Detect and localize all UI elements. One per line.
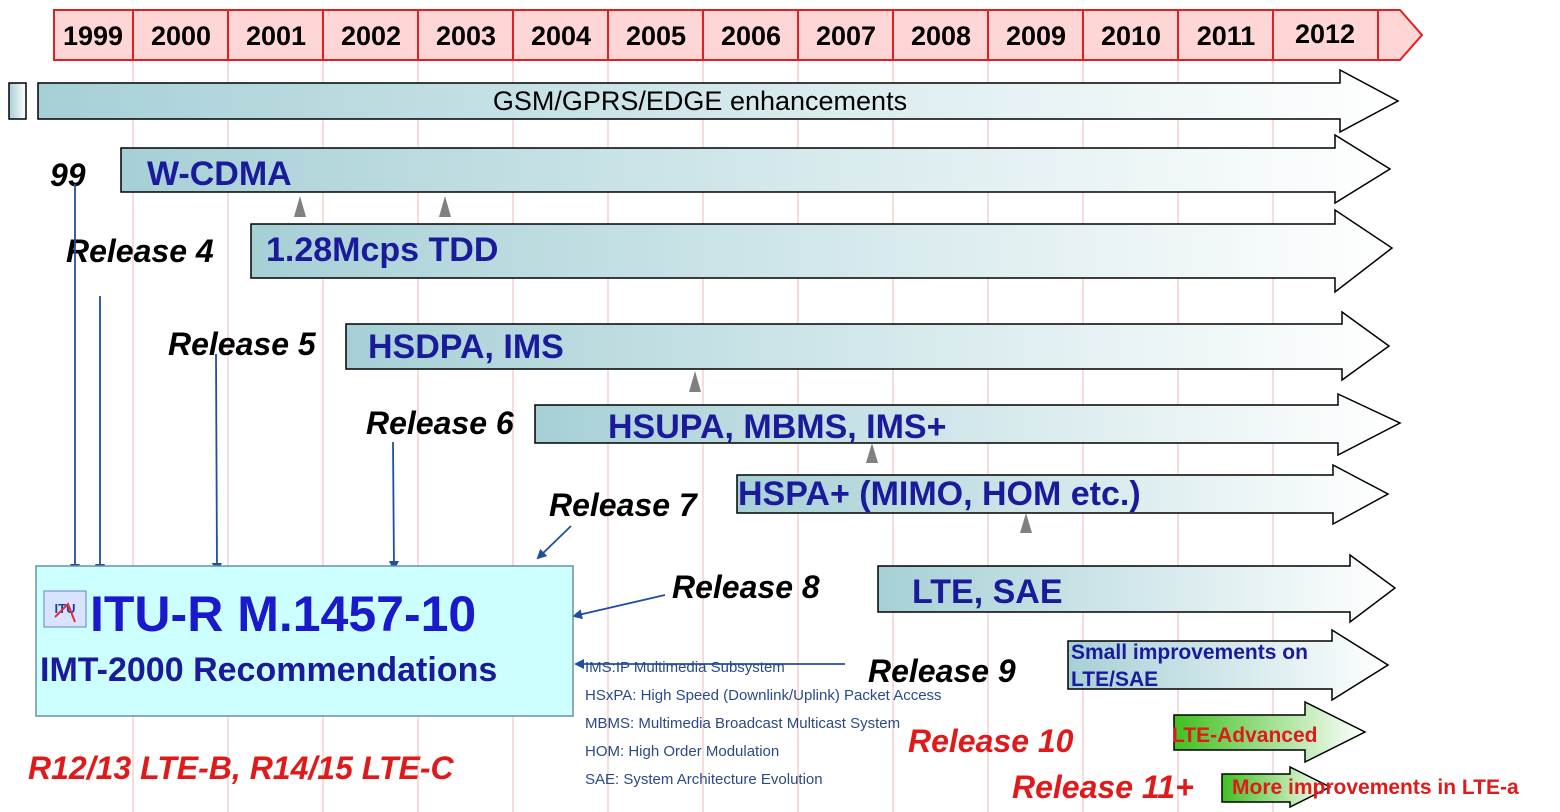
feature-markers: [294, 196, 1032, 533]
bar-hspa-label: HSPA+ (MIMO, HOM etc.): [738, 475, 1141, 513]
itu-subtitle: IMT-2000 Recommendations: [40, 651, 497, 689]
itu-title: ITU-R M.1457-10: [90, 586, 476, 642]
year-label-2002: 2002: [341, 21, 401, 51]
year-label-2010: 2010: [1101, 21, 1161, 51]
legend-item: HOM: High Order Modulation: [585, 743, 779, 760]
release-8-label: Release 8: [672, 569, 820, 605]
release-4-label: Release 4: [66, 233, 214, 269]
marker-icon: [1020, 513, 1032, 533]
bar-lte-label: LTE, SAE: [912, 573, 1063, 611]
year-label-2001: 2001: [246, 21, 306, 51]
marker-icon: [866, 443, 878, 463]
bar-hsdpa: HSDPA, IMS Release 5: [168, 310, 1391, 382]
bar-more-improvements: More improvements in LTE-a Release 11+: [1012, 765, 1519, 809]
release-10-label: Release 10: [908, 723, 1074, 759]
marker-icon: [294, 196, 306, 217]
bar-lte-advanced-label: LTE-Advanced: [1172, 724, 1317, 747]
year-label-2003: 2003: [436, 21, 496, 51]
release-7-label: Release 7: [549, 487, 699, 523]
year-label-2006: 2006: [721, 21, 781, 51]
bar-hsupa-label: HSUPA, MBMS, IMS+: [608, 408, 946, 446]
year-label-2000: 2000: [151, 21, 211, 51]
year-label-2004: 2004: [531, 21, 591, 51]
itu-logo-icon: ITU: [43, 590, 87, 628]
timeline-header: 1999 2000 2001 2002 2003 2004 2005 2006 …: [53, 9, 1424, 61]
release-6-label: Release 6: [366, 405, 514, 441]
bar-small-label-line1: Small improvements on: [1071, 641, 1308, 664]
release-9-label: Release 9: [868, 653, 1016, 689]
footer-note: R12/13 LTE-B, R14/15 LTE-C: [28, 750, 454, 786]
legend-item: IMS:IP Multimedia Subsystem: [585, 659, 785, 676]
bar-lte-advanced: LTE-Advanced Release 10: [908, 700, 1367, 764]
bar-tdd-label: 1.28Mcps TDD: [266, 231, 498, 269]
bar-hsdpa-label: HSDPA, IMS: [368, 328, 564, 366]
abbreviation-legend: IMS:IP Multimedia Subsystem HSxPA: High …: [585, 659, 942, 788]
release-5-label: Release 5: [168, 326, 317, 362]
year-label-2012: 2012: [1295, 19, 1355, 49]
connector-arrows: [70, 184, 845, 669]
itu-recommendation-box: ITU ITU-R M.1457-10 IMT-2000 Recommendat…: [35, 565, 574, 717]
bar-hsupa: HSUPA, MBMS, IMS+ Release 6: [366, 392, 1402, 457]
bar-wcdma: W-CDMA 99: [50, 133, 1392, 205]
year-label-2005: 2005: [626, 21, 686, 51]
bar-small-improvements: Small improvements on LTE/SAE Release 9: [868, 628, 1390, 702]
bar-hspa: HSPA+ (MIMO, HOM etc.) Release 7: [549, 463, 1390, 526]
marker-icon: [689, 371, 701, 392]
year-label-2008: 2008: [911, 21, 971, 51]
bar-tdd: 1.28Mcps TDD Release 4: [66, 208, 1394, 294]
bar-gsm-label: GSM/GPRS/EDGE enhancements: [493, 86, 907, 116]
bar-gsm: GSM/GPRS/EDGE enhancements: [8, 68, 1400, 134]
year-label-1999: 1999: [63, 21, 123, 51]
bar-more-improvements-label: More improvements in LTE-a: [1232, 776, 1519, 799]
release-99-label: 99: [50, 157, 86, 193]
legend-item: MBMS: Multimedia Broadcast Multicast Sys…: [585, 715, 900, 732]
year-label-2011: 2011: [1197, 21, 1256, 51]
bar-wcdma-label: W-CDMA: [147, 155, 292, 193]
marker-icon: [439, 196, 451, 217]
bar-lte: LTE, SAE Release 8: [672, 553, 1397, 624]
legend-item: SAE: System Architecture Evolution: [585, 771, 823, 788]
year-label-2009: 2009: [1006, 21, 1066, 51]
legend-item: HSxPA: High Speed (Downlink/Uplink) Pack…: [585, 687, 942, 704]
bar-small-label-line2: LTE/SAE: [1071, 668, 1158, 691]
release-11-label: Release 11+: [1012, 769, 1194, 805]
year-label-2007: 2007: [816, 21, 876, 51]
